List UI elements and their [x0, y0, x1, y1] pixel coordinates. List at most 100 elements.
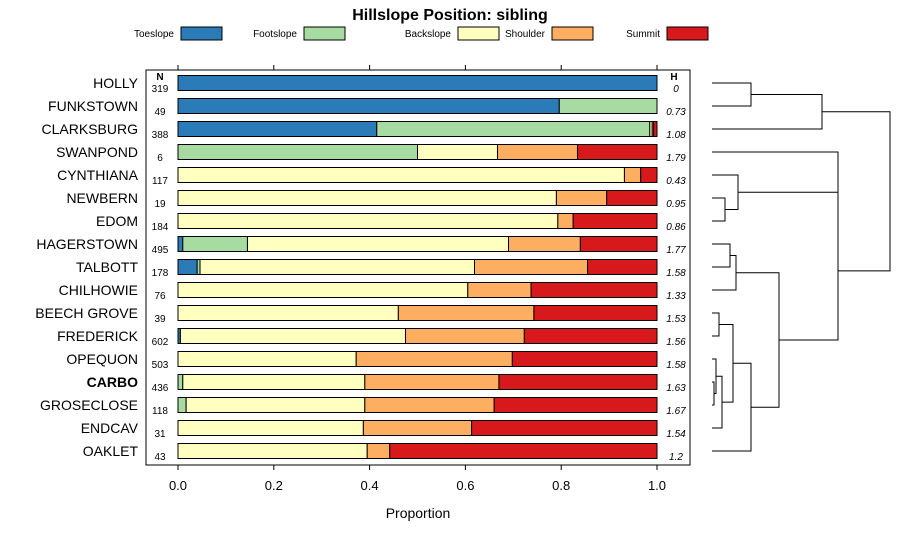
soil-label: EDOM	[96, 213, 138, 229]
bar-segment-shoulder	[555, 190, 608, 206]
h-value: 1.08	[666, 130, 686, 141]
h-value: 1.56	[666, 337, 686, 348]
bar-segment-shoulder	[623, 167, 642, 183]
dendrogram-branch-newbern-edom	[712, 197, 726, 222]
bar-segment-footslope	[177, 374, 184, 390]
x-axis: 0.0 0.2 0.4 0.6 0.8 1.0	[169, 65, 666, 493]
bar-segment-backslope	[185, 397, 366, 413]
h-value: 1.79	[666, 153, 686, 164]
bar-row-endcav: ENDCAV 31 1.54	[81, 420, 686, 440]
legend: Toeslope Footslope Backslope Shoulder Summit	[134, 26, 709, 41]
h-value: 0	[673, 84, 679, 95]
plot-frame	[145, 69, 691, 466]
dendrogram-branch-clarksburg	[712, 94, 823, 130]
n-value: 76	[154, 291, 166, 302]
bar-segment-backslope	[177, 351, 357, 367]
bar-row-funkstown: FUNKSTOWN 49 0.73	[48, 98, 686, 118]
bar-segment-backslope	[177, 420, 364, 436]
x-tick-label: 0.0	[169, 478, 187, 493]
bar-rows: HOLLY 319 0 FUNKSTOWN 49 0.73 CLARKSBURG 388 1.0…	[35, 75, 686, 463]
h-value: 1.33	[666, 291, 686, 302]
bar-segment-backslope	[417, 144, 498, 160]
bar-segment-toeslope	[177, 259, 198, 275]
bar-segment-summit	[572, 213, 658, 229]
h-value: 1.53	[666, 314, 686, 325]
bar-segment-shoulder	[397, 305, 535, 321]
legend-swatch-shoulder	[551, 26, 594, 41]
bar-segment-backslope	[246, 236, 510, 252]
h-value: 1.54	[666, 429, 686, 440]
bar-row-talbott: TALBOTT 178 1.58	[76, 259, 686, 279]
soil-label: NEWBERN	[66, 190, 138, 206]
n-value: 31	[154, 429, 166, 440]
h-value: 0.43	[666, 176, 686, 187]
bar-segment-backslope	[177, 167, 625, 183]
n-value: 602	[152, 337, 169, 348]
soil-label: FREDERICK	[57, 328, 139, 344]
bar-segment-footslope	[177, 144, 418, 160]
bar-segment-shoulder	[366, 443, 391, 459]
bar-segment-toeslope	[177, 75, 658, 91]
bar-segment-summit	[511, 351, 658, 367]
bar-row-frederick: FREDERICK 602 1.56	[57, 328, 686, 348]
bar-segment-footslope	[558, 98, 658, 114]
h-value: 0.95	[666, 199, 686, 210]
n-value: 39	[154, 314, 166, 325]
bar-segment-summit	[640, 167, 658, 183]
dendrogram-branch-middle	[719, 324, 734, 403]
bar-segment-toeslope	[177, 98, 560, 114]
dendrogram-branch-lower	[736, 272, 780, 408]
bar-segment-summit	[576, 144, 658, 160]
bar-segment-backslope	[177, 443, 368, 459]
dendrogram-branch-hagerstown-talbott	[712, 243, 731, 268]
bar-segment-summit	[587, 259, 658, 275]
bar-segment-backslope	[177, 282, 469, 298]
bar-segment-footslope	[182, 236, 248, 252]
bar-segment-shoulder	[405, 328, 525, 344]
bar-row-edom: EDOM 184 0.86	[96, 213, 686, 233]
h-header: H	[670, 72, 677, 83]
soil-label: CHILHOWIE	[59, 282, 138, 298]
soil-label: ENDCAV	[81, 420, 139, 436]
h-value: 1.58	[666, 360, 686, 371]
bar-segment-footslope	[376, 121, 651, 137]
n-value: 19	[154, 199, 166, 210]
n-value: 118	[152, 406, 168, 417]
h-value: 1.2	[669, 452, 683, 463]
dendrogram	[712, 82, 891, 452]
legend-label-summit: Summit	[626, 29, 660, 40]
bar-segment-summit	[579, 236, 658, 252]
bar-segment-shoulder	[364, 397, 495, 413]
dendrogram-branch-swanpond	[712, 151, 839, 193]
h-value: 1.77	[666, 245, 686, 256]
bar-segment-toeslope	[177, 121, 378, 137]
bar-segment-toeslope	[177, 236, 184, 252]
dendrogram-branch-left-group	[779, 192, 839, 341]
bar-segment-summit	[533, 305, 658, 321]
bar-segment-summit	[498, 374, 658, 390]
bar-segment-summit	[471, 420, 658, 436]
n-value: 43	[154, 452, 166, 463]
n-value: 388	[152, 130, 169, 141]
dendrogram-branch-holly-funkstown	[712, 82, 752, 107]
h-value: 0.86	[666, 222, 686, 233]
bar-segment-backslope	[182, 374, 366, 390]
bar-segment-summit	[523, 328, 658, 344]
bar-segment-shoulder	[355, 351, 513, 367]
bar-row-hagerstown: HAGERSTOWN 495 1.77	[36, 236, 686, 256]
dendrogram-branch-chilhowie	[712, 255, 737, 291]
legend-label-shoulder: Shoulder	[505, 29, 546, 40]
legend-swatch-toeslope	[180, 26, 223, 41]
h-value: 0.73	[666, 107, 686, 118]
bar-row-opequon: OPEQUON 503 1.58	[66, 351, 686, 371]
bar-row-groseclose: GROSECLOSE 118 1.67	[40, 397, 686, 417]
n-header: N	[156, 72, 163, 83]
bar-segment-shoulder	[362, 420, 473, 436]
bar-row-clarksburg: CLARKSBURG 388 1.08	[42, 121, 686, 141]
legend-label-toeslope: Toeslope	[134, 29, 174, 40]
n-value: 503	[152, 360, 169, 371]
bar-segment-backslope	[199, 259, 475, 275]
bar-segment-shoulder	[467, 282, 532, 298]
legend-label-footslope: Footslope	[253, 29, 297, 40]
